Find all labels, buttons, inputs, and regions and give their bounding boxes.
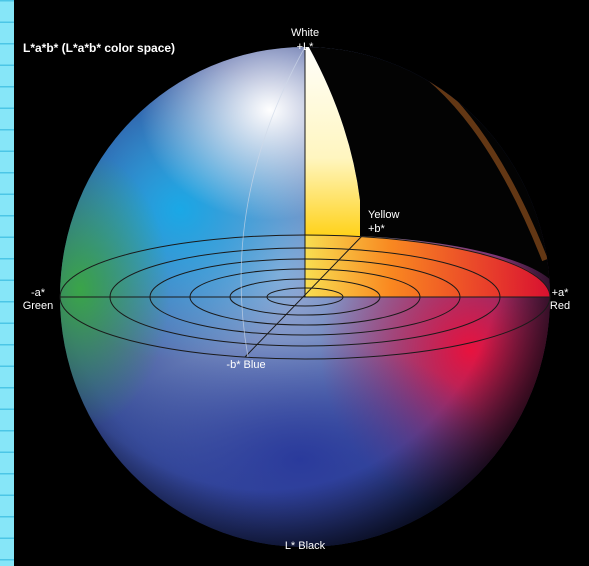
title: L*a*b* (L*a*b* color space) [23, 41, 175, 55]
label-white: White [291, 27, 319, 39]
label-red: Red [550, 300, 570, 312]
label-plus-b: +b* [368, 223, 386, 235]
label-minus-b-blue: -b* Blue [226, 359, 265, 371]
axes [60, 47, 550, 358]
meridian [240, 46, 306, 358]
label-yellow: Yellow [368, 209, 399, 221]
label-plus-l: +L* [297, 41, 315, 53]
label-plus-a: +a* [552, 287, 570, 299]
label-l-black: L* Black [285, 540, 326, 552]
label-green: Green [23, 300, 54, 312]
label-minus-a: -a* [31, 287, 46, 299]
side-strip [0, 0, 14, 566]
